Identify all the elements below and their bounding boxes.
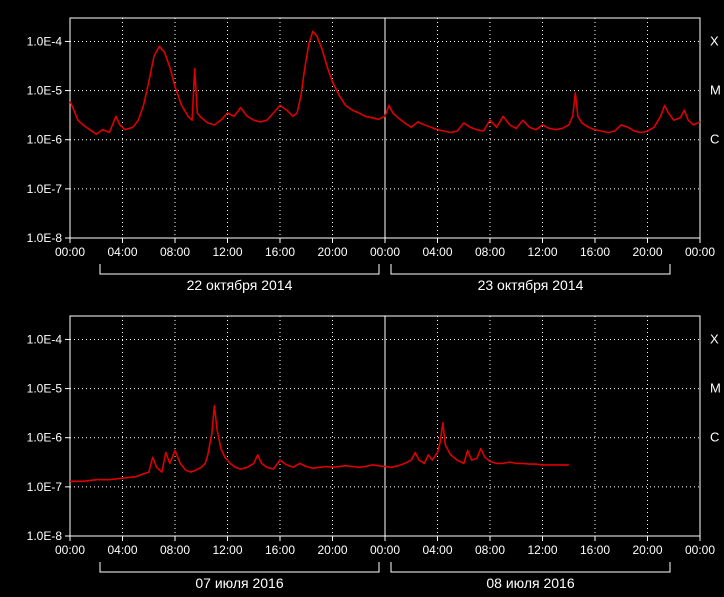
x-tick-label: 00:00 [685,245,715,259]
day-label: 07 июля 2016 [195,575,283,591]
x-tick-label: 12:00 [212,543,242,557]
x-tick-label: 00:00 [370,245,400,259]
day-label: 22 октября 2014 [187,277,293,293]
x-tick-label: 04:00 [107,245,137,259]
y-tick-label: 1.0E-8 [27,529,63,543]
x-tick-label: 16:00 [265,543,295,557]
xray-flux-chart-bottom: 1.0E-8 1.0E-7 1.0E-6 1.0E-5 1.0E-4 00:00 04:00… [0,298,724,596]
x-tick-label: 04:00 [422,245,452,259]
x-tick-label: 00:00 [685,543,715,557]
x-tick-label: 00:00 [55,543,85,557]
x-tick-label: 16:00 [580,245,610,259]
x-tick-label: 20:00 [317,245,347,259]
y-tick-label: 1.0E-4 [27,34,63,48]
flare-class-label: X [710,33,719,48]
y-tick-label: 1.0E-4 [27,332,63,346]
y-tick-label: 1.0E-6 [27,133,63,147]
x-tick-label: 20:00 [632,245,662,259]
day-label: 08 июля 2016 [486,575,574,591]
x-tick-label: 16:00 [580,543,610,557]
y-tick-label: 1.0E-5 [27,382,63,396]
x-tick-label: 00:00 [370,543,400,557]
flare-class-label: M [710,83,721,98]
day-label: 23 октября 2014 [478,277,584,293]
flare-class-label: M [710,381,721,396]
x-tick-label: 12:00 [527,245,557,259]
x-tick-label: 08:00 [475,543,505,557]
x-tick-label: 08:00 [475,245,505,259]
x-tick-label: 04:00 [107,543,137,557]
y-tick-label: 1.0E-5 [27,84,63,98]
x-tick-label: 08:00 [160,543,190,557]
x-tick-label: 08:00 [160,245,190,259]
x-tick-label: 00:00 [55,245,85,259]
flare-class-label: X [710,331,719,346]
x-tick-label: 04:00 [422,543,452,557]
y-tick-label: 1.0E-8 [27,231,63,245]
flare-class-label: C [710,132,719,147]
x-tick-label: 20:00 [632,543,662,557]
x-tick-label: 12:00 [212,245,242,259]
y-tick-label: 1.0E-7 [27,480,63,494]
x-tick-label: 16:00 [265,245,295,259]
y-tick-label: 1.0E-7 [27,182,63,196]
x-tick-label: 12:00 [527,543,557,557]
flare-class-label: C [710,430,719,445]
xray-flux-chart-top: 1.0E-8 1.0E-7 1.0E-6 1.0E-5 1.0E-4 00:00 04:00… [0,0,724,298]
y-tick-label: 1.0E-6 [27,431,63,445]
x-tick-label: 20:00 [317,543,347,557]
